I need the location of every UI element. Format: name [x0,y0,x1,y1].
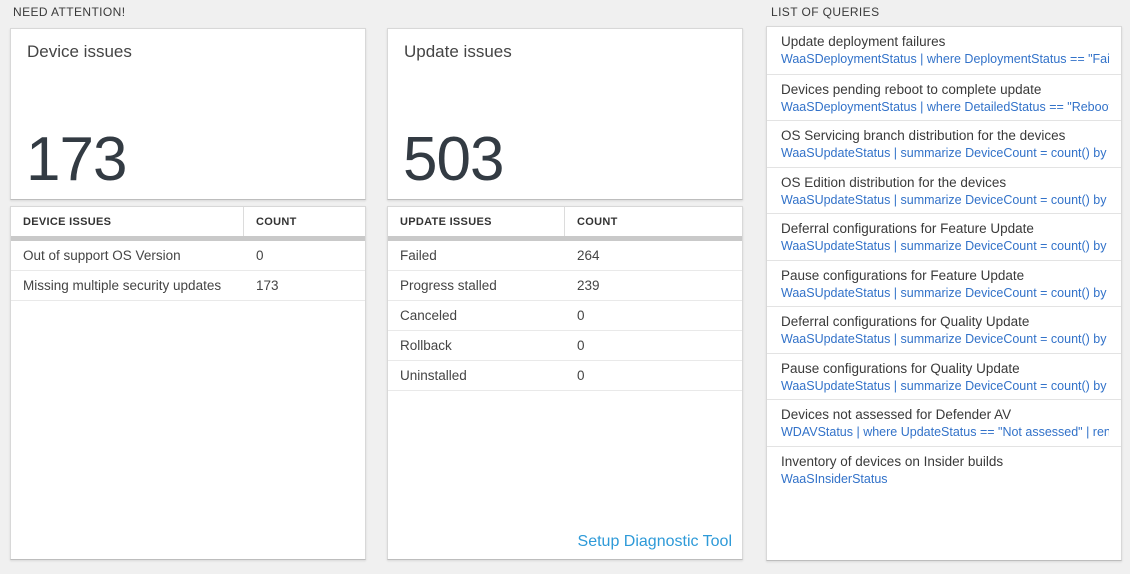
table-row[interactable]: Progress stalled 239 [388,271,742,301]
device-issues-table: DEVICE ISSUES COUNT Out of support OS Ve… [10,206,366,560]
device-issues-table-header: DEVICE ISSUES COUNT [11,207,365,236]
update-issues-table: UPDATE ISSUES COUNT Failed 264 Progress … [387,206,743,560]
query-title: Deferral configurations for Feature Upda… [781,221,1034,236]
query-list-item[interactable]: Devices not assessed for Defender AV WDA… [767,399,1121,446]
table-row[interactable]: Uninstalled 0 [388,361,742,391]
query-list-item[interactable]: Inventory of devices on Insider builds W… [767,445,1121,493]
count-cell: 0 [577,338,585,353]
query-title: Inventory of devices on Insider builds [781,453,1004,469]
issue-label-cell: Progress stalled [400,278,497,293]
query-title: Update deployment failures [781,34,946,49]
query-title: Deferral configurations for Quality Upda… [781,314,1030,329]
count-cell: 0 [577,308,585,323]
setup-diagnostic-tool-link[interactable]: Setup Diagnostic Tool [577,533,732,550]
update-issues-table-header: UPDATE ISSUES COUNT [388,207,742,236]
query-code: WaaSUpdateStatus | summarize DeviceCount… [781,239,1109,253]
query-code: WaaSUpdateStatus | summarize DeviceCount… [781,332,1109,346]
issue-label-cell: Canceled [400,308,458,323]
query-title: OS Servicing branch distribution for the… [781,128,1066,143]
table-header-divider [388,236,742,241]
query-list-item[interactable]: Deferral configurations for Quality Upda… [767,306,1121,353]
count-cell: 0 [256,248,264,263]
count-cell: 239 [577,278,600,293]
issue-label-cell: Missing multiple security updates [23,278,222,293]
query-list-item[interactable]: Devices pending reboot to complete updat… [767,73,1121,121]
issue-label-cell: Uninstalled [400,368,467,383]
table-row[interactable]: Rollback 0 [388,331,742,361]
query-code: WaaSDeploymentStatus | where DetailedSta… [781,99,1109,114]
table-row[interactable]: Failed 264 [388,241,742,271]
query-title: Pause configurations for Quality Update [781,360,1020,376]
issue-label-cell: Failed [400,248,437,263]
query-code: WDAVStatus | where UpdateStatus == "Not … [781,425,1109,439]
device-issues-tile-title: Device issues [27,42,132,61]
query-title: Pause configurations for Feature Update [781,267,1025,283]
table-header-divider [11,236,365,241]
query-list-panel: Update deployment failures WaaSDeploymen… [766,26,1122,561]
list-of-queries-header: LIST OF QUERIES [771,5,880,19]
need-attention-header: NEED ATTENTION! [13,5,126,19]
query-code: WaaSUpdateStatus | summarize DeviceCount… [781,378,1109,393]
count-cell: 0 [577,368,585,383]
query-title: Devices pending reboot to complete updat… [781,81,1042,97]
update-issues-column-header: UPDATE ISSUES [388,207,565,236]
query-list-item[interactable]: OS Edition distribution for the devices … [767,166,1121,214]
query-code: WaaSInsiderStatus [781,471,888,486]
device-issues-tile[interactable]: Device issues 173 [10,28,366,200]
count-cell: 173 [256,278,279,293]
update-issues-tile[interactable]: Update issues 503 [387,28,743,200]
query-list-item[interactable]: Update deployment failures WaaSDeploymen… [767,27,1121,74]
query-title: OS Edition distribution for the devices [781,174,1007,190]
query-list-item[interactable]: Deferral configurations for Feature Upda… [767,213,1121,260]
issue-label-cell: Out of support OS Version [23,248,181,263]
count-cell: 264 [577,248,600,263]
count-column-header: COUNT [577,215,618,228]
query-code: WaaSUpdateStatus | summarize DeviceCount… [781,146,1109,160]
query-code: WaaSUpdateStatus | summarize DeviceCount… [781,192,1109,207]
query-code: WaaSUpdateStatus | summarize DeviceCount… [781,285,1109,300]
update-issues-tile-title: Update issues [404,42,512,61]
table-row[interactable]: Out of support OS Version 0 [11,241,365,271]
count-column-header: COUNT [256,215,297,228]
query-code: WaaSDeploymentStatus | where DeploymentS… [781,52,1109,66]
query-list-item[interactable]: Pause configurations for Feature Update … [767,259,1121,307]
table-row[interactable]: Missing multiple security updates 173 [11,271,365,301]
issue-label-cell: Rollback [400,338,452,353]
query-title: Devices not assessed for Defender AV [781,407,1012,422]
update-issues-count: 503 [403,125,504,194]
device-issues-count: 173 [26,125,127,194]
query-list-item[interactable]: OS Servicing branch distribution for the… [767,120,1121,167]
table-row[interactable]: Canceled 0 [388,301,742,331]
query-list-item[interactable]: Pause configurations for Quality Update … [767,352,1121,400]
device-issues-column-header: DEVICE ISSUES [11,207,244,236]
